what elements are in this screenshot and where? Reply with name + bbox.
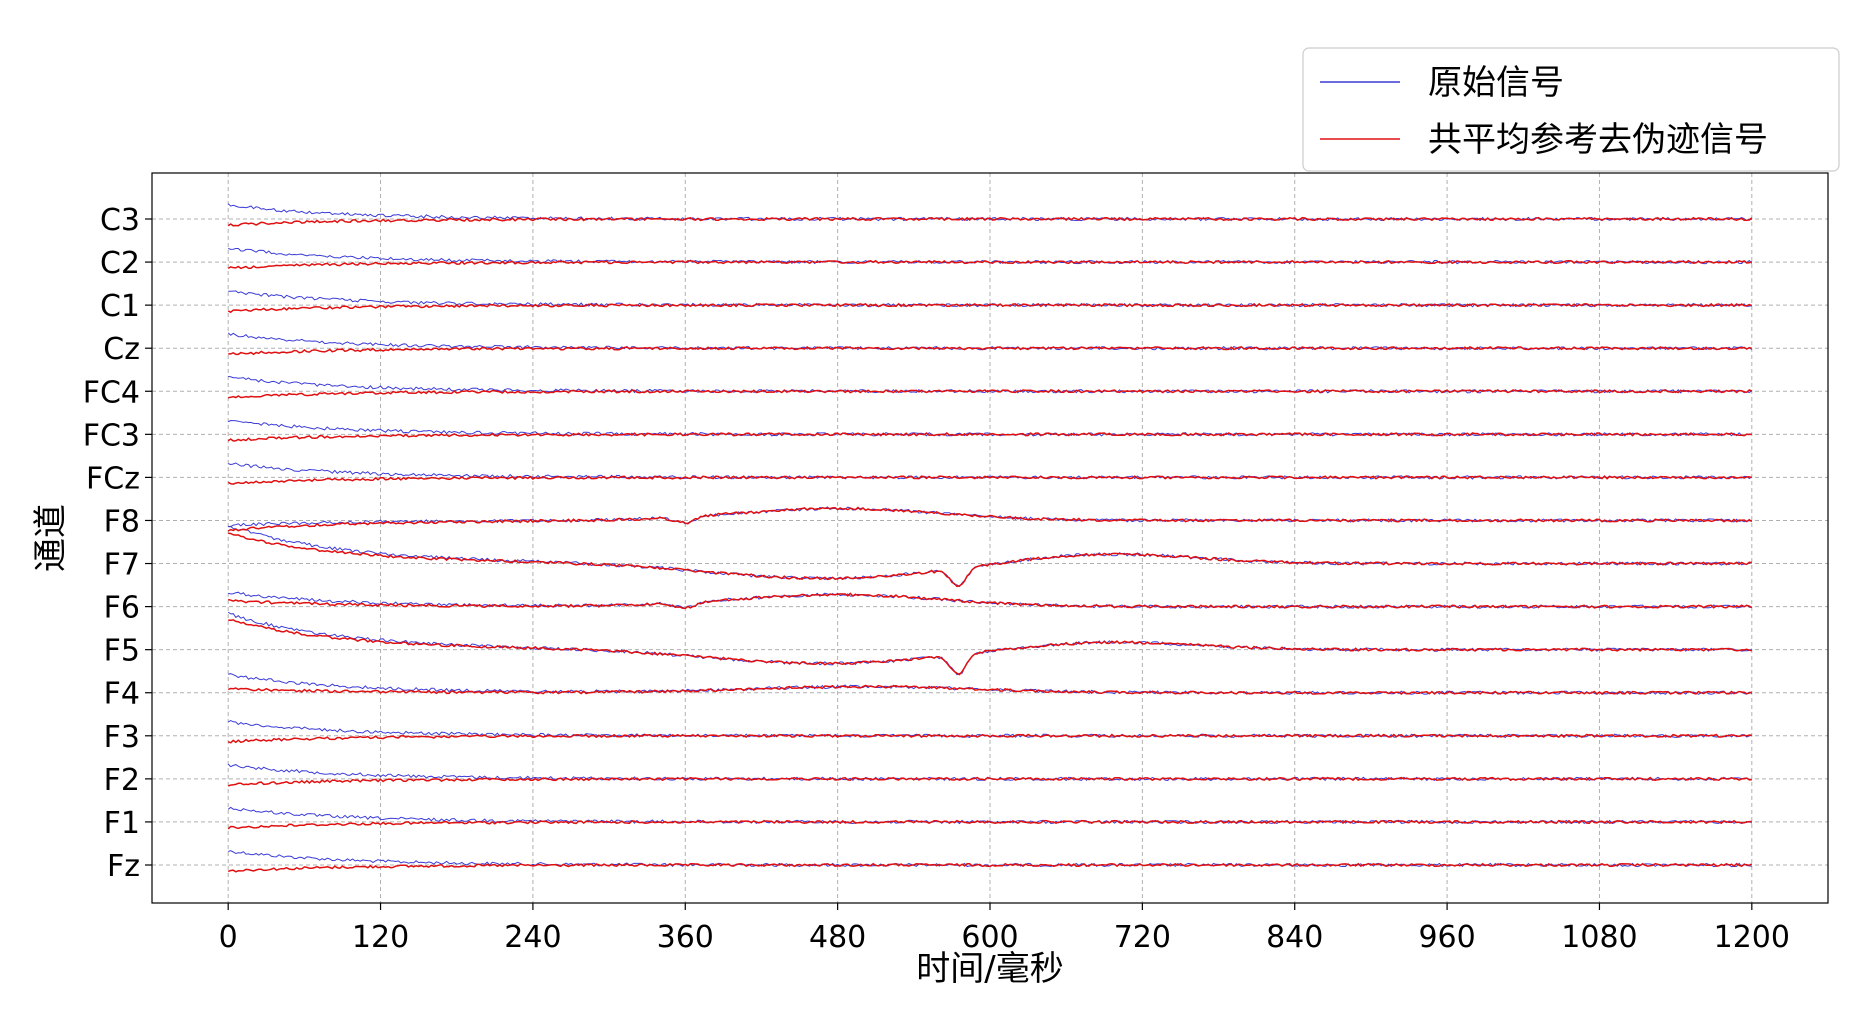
channel-label-f1: F1 xyxy=(104,806,140,841)
channel-label-fcz: FCz xyxy=(86,461,140,496)
y-ticks: Fz F1 F2 F3 F4 F5 F6 F7 F8 FCz FC3 FC4 Cz C1 C2 C3 xyxy=(83,203,152,884)
car-trace-c3 xyxy=(227,216,1753,227)
x-ticks: 0 120 240 360 480 600 720 840 960 1080 1200 xyxy=(219,903,1790,955)
x-tick-label: 960 xyxy=(1418,920,1475,955)
x-tick-label: 0 xyxy=(219,920,238,955)
channel-label-fc4: FC4 xyxy=(83,375,140,410)
x-tick-label: 720 xyxy=(1114,920,1171,955)
car-trace-c2 xyxy=(227,259,1753,270)
car-trace-f8 xyxy=(227,506,1753,532)
legend-entry-car: 共平均参考去伪迹信号 xyxy=(1428,120,1768,160)
car-trace-fc4 xyxy=(228,389,1753,399)
x-tick-label: 600 xyxy=(961,920,1018,955)
channel-label-fz: Fz xyxy=(107,849,140,884)
x-axis-label: 时间/毫秒 xyxy=(916,949,1063,989)
y-axis-label: 通道 xyxy=(31,504,71,572)
channel-label-cz: Cz xyxy=(103,332,140,367)
legend-box xyxy=(1302,47,1840,172)
legend: 原始信号 共平均参考去伪迹信号 xyxy=(1302,47,1840,172)
traces xyxy=(227,203,1753,873)
car-trace-f4 xyxy=(227,684,1753,695)
x-tick-label: 360 xyxy=(657,920,714,955)
car-trace-fz xyxy=(227,862,1753,873)
raw-trace-fcz xyxy=(228,462,1753,480)
channel-label-fc3: FC3 xyxy=(83,418,140,453)
channel-label-f2: F2 xyxy=(104,763,140,798)
channel-label-f4: F4 xyxy=(104,677,140,712)
channel-label-f5: F5 xyxy=(104,634,140,669)
legend-entry-raw: 原始信号 xyxy=(1428,63,1564,103)
x-tick-label: 1080 xyxy=(1561,920,1637,955)
car-trace-f2 xyxy=(227,776,1752,787)
x-tick-label: 1200 xyxy=(1714,920,1790,955)
car-trace-fcz xyxy=(227,475,1752,485)
car-trace-f6 xyxy=(227,592,1753,610)
channel-label-f8: F8 xyxy=(104,504,140,539)
x-tick-label: 240 xyxy=(504,920,561,955)
car-trace-f3 xyxy=(227,733,1752,744)
car-trace-f7 xyxy=(228,532,1752,588)
channel-label-c1: C1 xyxy=(100,289,140,324)
car-trace-f1 xyxy=(227,819,1752,830)
x-tick-label: 120 xyxy=(352,920,409,955)
x-tick-label: 480 xyxy=(809,920,866,955)
car-trace-cz xyxy=(228,346,1752,356)
car-trace-f5 xyxy=(228,619,1752,676)
channel-label-c2: C2 xyxy=(100,246,140,281)
channel-label-c3: C3 xyxy=(100,203,140,238)
x-tick-label: 840 xyxy=(1266,920,1323,955)
channel-label-f6: F6 xyxy=(104,591,140,626)
car-trace-c1 xyxy=(227,302,1753,314)
channel-label-f7: F7 xyxy=(104,548,140,583)
channel-label-f3: F3 xyxy=(104,720,140,755)
car-trace-fc3 xyxy=(227,432,1752,442)
